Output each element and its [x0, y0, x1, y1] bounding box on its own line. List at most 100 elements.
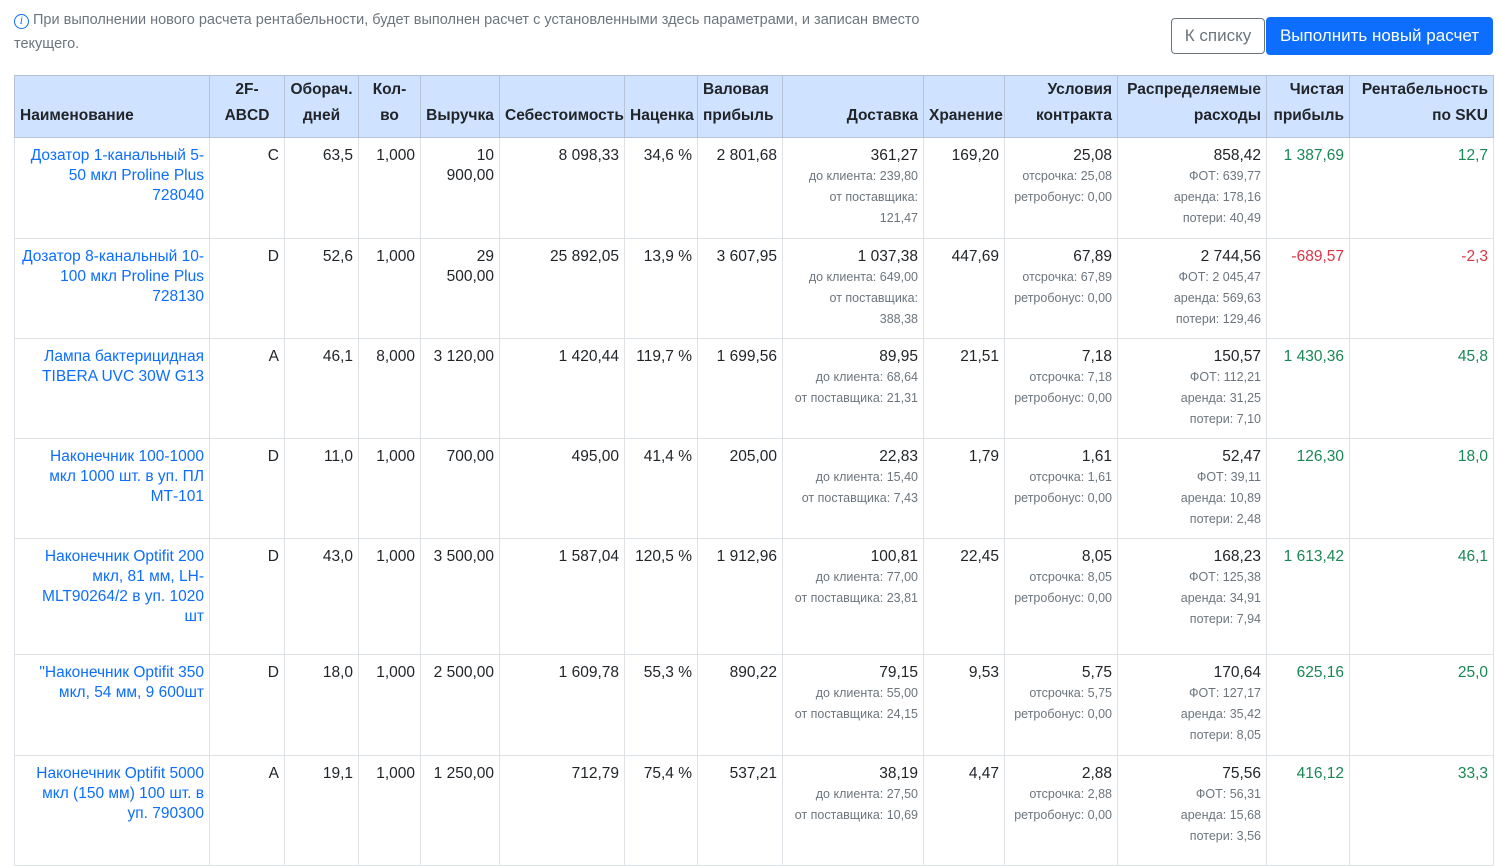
table-row[interactable]: "Наконечник Optifit 350 мкл, 54 мм, 9 60…	[14, 654, 1494, 756]
table-row[interactable]: Дозатор 8-канальный 10-100 мкл Proline P…	[14, 238, 1494, 339]
table-row[interactable]: Наконечник 100-1000 мкл 1000 шт. в уп. П…	[14, 438, 1494, 539]
delivery-from-supplier: от поставщика: 7,43	[801, 491, 918, 505]
distributed-cell: 52,47 ФОТ: 39,11 аренда: 10,89 потери: 2,48	[1117, 438, 1267, 539]
table-row[interactable]: Лампа бактерицидная TIBERA UVC 30W G13 A 4…	[14, 338, 1494, 439]
col-header-markup[interactable]: Наценка	[624, 75, 698, 138]
col-header-delivery[interactable]: Доставка	[782, 75, 924, 138]
contract-total: 8,05	[1081, 548, 1112, 565]
contract-delay: отсрочка: 2,88	[1029, 787, 1112, 801]
delivery-total: 79,15	[879, 664, 918, 681]
revenue-cell: 29 500,00	[420, 238, 500, 339]
distributed-rent: аренда: 15,68	[1180, 808, 1261, 822]
col-header-rentability[interactable]: Рентабельность по SKU	[1349, 75, 1494, 138]
product-name-text[interactable]: Наконечник Optifit 200 мкл, 81 мм, LH-ML…	[42, 548, 204, 625]
turnover-cell: 63,5	[284, 137, 359, 239]
distributed-rent: аренда: 31,25	[1180, 391, 1261, 405]
cost-cell: 1 420,44	[499, 338, 625, 439]
contract-delay: отсрочка: 8,05	[1029, 570, 1112, 584]
contract-total: 5,75	[1081, 664, 1112, 681]
product-name-text[interactable]: Лампа бактерицидная TIBERA UVC 30W G13	[42, 348, 204, 385]
delivery-total: 38,19	[879, 765, 918, 782]
contract-cell: 25,08 отсрочка: 25,08 ретробонус: 0,00	[1004, 137, 1118, 239]
rentability-cell: 45,8	[1349, 338, 1494, 439]
table-row[interactable]: Наконечник Optifit 200 мкл, 81 мм, LH-ML…	[14, 538, 1494, 655]
product-name-link[interactable]: Лампа бактерицидная TIBERA UVC 30W G13	[14, 338, 210, 439]
contract-bonus: ретробонус: 0,00	[1014, 707, 1112, 721]
revenue-cell: 3 500,00	[420, 538, 500, 655]
col-header-cost[interactable]: Себестоимость	[499, 75, 625, 138]
product-name-link[interactable]: Наконечник Optifit 200 мкл, 81 мм, LH-ML…	[14, 538, 210, 655]
contract-delay: отсрочка: 7,18	[1029, 370, 1112, 384]
distributed-fot: ФОТ: 125,38	[1188, 570, 1261, 584]
rentability-cell: -2,3	[1349, 238, 1494, 339]
net-profit-cell: 625,16	[1266, 654, 1350, 756]
abcd-cell: D	[209, 438, 285, 539]
markup-cell: 34,6 %	[624, 137, 698, 239]
contract-total: 1,61	[1081, 448, 1112, 465]
qty-cell: 1,000	[358, 238, 421, 339]
product-name-link[interactable]: Дозатор 1-канальный 5-50 мкл Proline Plu…	[14, 137, 210, 239]
distributed-total: 2 744,56	[1200, 248, 1261, 265]
contract-bonus: ретробонус: 0,00	[1014, 808, 1112, 822]
delivery-to-client: до клиента: 77,00	[815, 570, 918, 584]
table-row[interactable]: Дозатор 1-канальный 5-50 мкл Proline Plu…	[14, 137, 1494, 239]
distributed-total: 75,56	[1222, 765, 1261, 782]
product-name-link[interactable]: "Наконечник Optifit 350 мкл, 54 мм, 9 60…	[14, 654, 210, 756]
markup-cell: 41,4 %	[624, 438, 698, 539]
contract-cell: 8,05 отсрочка: 8,05 ретробонус: 0,00	[1004, 538, 1118, 655]
turnover-cell: 19,1	[284, 755, 359, 866]
distributed-rent: аренда: 10,89	[1180, 491, 1261, 505]
delivery-total: 1 037,38	[857, 248, 918, 265]
markup-cell: 119,7 %	[624, 338, 698, 439]
storage-cell: 1,79	[923, 438, 1005, 539]
distributed-fot: ФОТ: 56,31	[1195, 787, 1261, 801]
cost-cell: 1 587,04	[499, 538, 625, 655]
contract-bonus: ретробонус: 0,00	[1014, 190, 1112, 204]
info-text: При выполнении нового расчета рентабельн…	[14, 12, 920, 52]
col-header-abcd[interactable]: 2F-ABCD	[209, 75, 285, 138]
turnover-cell: 11,0	[284, 438, 359, 539]
delivery-total: 100,81	[870, 548, 918, 565]
rentability-cell: 25,0	[1349, 654, 1494, 756]
distributed-total: 168,23	[1213, 548, 1261, 565]
col-header-qty[interactable]: Кол-во	[358, 75, 421, 138]
distributed-cell: 858,42 ФОТ: 639,77 аренда: 178,16 потери: 4…	[1117, 137, 1267, 239]
col-header-net-profit[interactable]: Чистая прибыль	[1266, 75, 1350, 138]
net-profit-cell: 1 613,42	[1266, 538, 1350, 655]
distributed-rent: аренда: 34,91	[1180, 591, 1261, 605]
col-header-turnover[interactable]: Оборач. дней	[284, 75, 359, 138]
rentability-cell: 18,0	[1349, 438, 1494, 539]
back-to-list-button[interactable]: К списку	[1171, 18, 1265, 54]
col-header-revenue[interactable]: Выручка	[420, 75, 500, 138]
col-header-distributed[interactable]: Распределяемые расходы	[1117, 75, 1267, 138]
distributed-losses: потери: 7,10	[1189, 412, 1261, 426]
delivery-to-client: до клиента: 27,50	[815, 787, 918, 801]
product-name-text[interactable]: "Наконечник Optifit 350 мкл, 54 мм, 9 60…	[39, 664, 204, 701]
markup-cell: 75,4 %	[624, 755, 698, 866]
cost-cell: 495,00	[499, 438, 625, 539]
run-new-calculation-button[interactable]: Выполнить новый расчет	[1266, 17, 1493, 55]
distributed-total: 170,64	[1213, 664, 1261, 681]
revenue-cell: 1 250,00	[420, 755, 500, 866]
distributed-losses: потери: 40,49	[1182, 211, 1261, 225]
storage-cell: 22,45	[923, 538, 1005, 655]
revenue-cell: 3 120,00	[420, 338, 500, 439]
distributed-cell: 2 744,56 ФОТ: 2 045,47 аренда: 569,63 потер…	[1117, 238, 1267, 339]
product-name-text[interactable]: Дозатор 8-канальный 10-100 мкл Proline P…	[22, 248, 204, 305]
table-row[interactable]: Наконечник Optifit 5000 мкл (150 мм) 100…	[14, 755, 1494, 866]
product-name-text[interactable]: Дозатор 1-канальный 5-50 мкл Proline Plu…	[30, 147, 204, 204]
col-header-contract[interactable]: Условия контракта	[1004, 75, 1118, 138]
contract-cell: 7,18 отсрочка: 7,18 ретробонус: 0,00	[1004, 338, 1118, 439]
contract-total: 25,08	[1073, 147, 1112, 164]
product-name-link[interactable]: Наконечник 100-1000 мкл 1000 шт. в уп. П…	[14, 438, 210, 539]
col-header-name[interactable]: Наименование	[14, 75, 210, 138]
product-name-text[interactable]: Наконечник 100-1000 мкл 1000 шт. в уп. П…	[49, 448, 204, 505]
product-name-link[interactable]: Наконечник Optifit 5000 мкл (150 мм) 100…	[14, 755, 210, 866]
delivery-cell: 89,95 до клиента: 68,64 от поставщика: 21,…	[782, 338, 924, 439]
col-header-storage[interactable]: Хранение	[923, 75, 1005, 138]
product-name-text[interactable]: Наконечник Optifit 5000 мкл (150 мм) 100…	[36, 765, 204, 822]
distributed-rent: аренда: 569,63	[1173, 291, 1261, 305]
product-name-link[interactable]: Дозатор 8-канальный 10-100 мкл Proline P…	[14, 238, 210, 339]
distributed-fot: ФОТ: 112,21	[1189, 370, 1261, 384]
col-header-gross-profit[interactable]: Валовая прибыль	[697, 75, 783, 138]
